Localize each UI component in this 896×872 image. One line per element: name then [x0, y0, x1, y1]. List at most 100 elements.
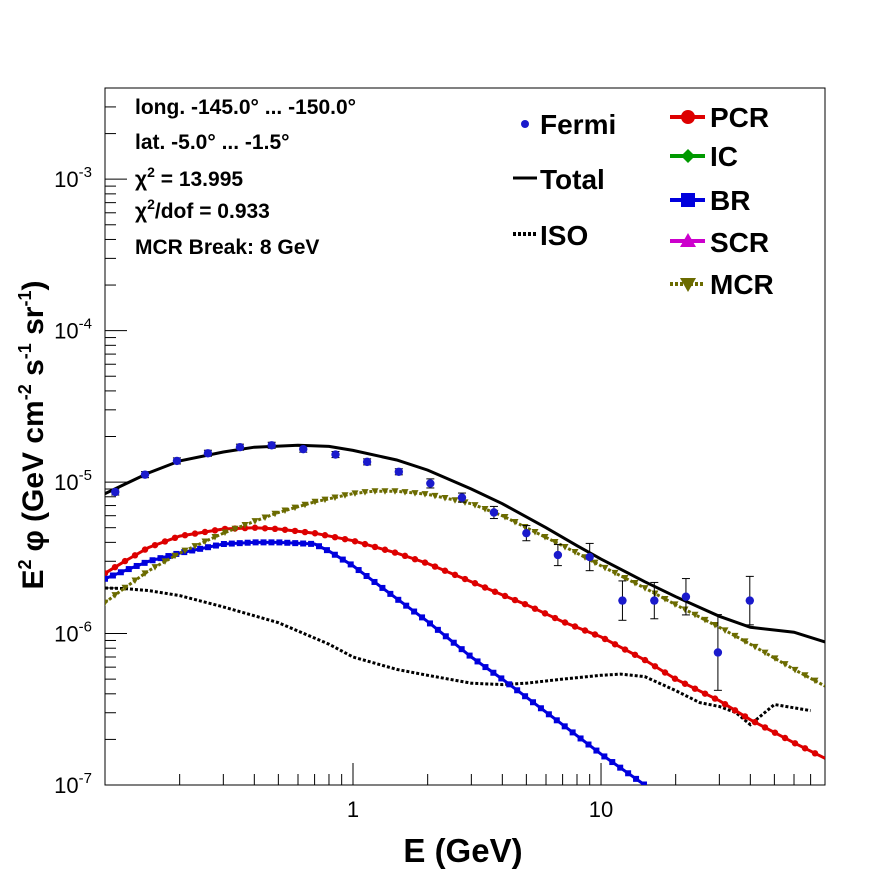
series-br-marker	[561, 723, 568, 730]
series-br-marker	[355, 567, 362, 574]
series-pcr-marker	[491, 588, 499, 595]
x-axis-title: E (GeV)	[403, 832, 522, 869]
annotation-latitude: lat. -5.0° ... -1.5°	[135, 131, 290, 154]
series-mcr-marker	[551, 538, 559, 546]
series-pcr-marker	[471, 580, 479, 587]
series-mcr-marker	[611, 569, 619, 577]
series-br-marker	[633, 775, 640, 782]
series-pcr-marker	[531, 605, 539, 612]
fermi-point	[235, 442, 245, 452]
series-pcr-marker	[131, 552, 139, 559]
fermi-point	[681, 592, 691, 601]
series-br-marker	[371, 578, 378, 585]
legend-ic-label: IC	[710, 141, 738, 172]
series-pcr-marker	[141, 546, 149, 553]
series-mcr-marker	[171, 552, 179, 560]
series-mcr-marker	[691, 611, 699, 619]
series-br-marker	[450, 639, 457, 646]
series-pcr-marker	[281, 526, 289, 533]
series-pcr-marker	[781, 734, 789, 742]
series-mcr-marker	[761, 649, 769, 657]
fermi-point	[426, 479, 435, 488]
series-pcr-marker	[481, 584, 489, 591]
series-mcr-marker	[441, 495, 449, 502]
series-br-marker	[268, 539, 275, 546]
series-br-marker	[466, 652, 473, 659]
series-br-marker	[569, 729, 576, 736]
legend-mcr-marker	[680, 278, 696, 292]
series-mcr-marker	[641, 585, 649, 592]
series-pcr-marker	[661, 669, 669, 676]
series-pcr-marker	[791, 740, 799, 747]
series-pcr-marker	[301, 528, 309, 536]
series-br-marker	[292, 540, 299, 547]
series-br-marker	[403, 602, 410, 609]
series-br-marker	[316, 543, 323, 550]
fermi-point	[172, 456, 182, 466]
series-mcr-marker	[381, 488, 389, 495]
series-mcr-marker	[241, 521, 249, 529]
legend-total-label: Total	[540, 164, 605, 195]
series-br-marker	[640, 781, 647, 785]
series-mcr-marker	[401, 489, 409, 496]
series-pcr-marker	[691, 685, 699, 692]
series-mcr-marker	[351, 490, 359, 497]
series-br-marker	[157, 555, 164, 562]
series-mcr-marker	[711, 622, 719, 629]
svg-text:E2φ(GeV cm-2 s-1 sr-1): E2φ(GeV cm-2 s-1 sr-1)	[15, 281, 50, 590]
series-br-marker	[673, 805, 679, 811]
legend-iso-label: ISO	[540, 220, 588, 251]
series-br-marker	[308, 540, 315, 547]
series-br-marker	[205, 544, 212, 551]
series-mcr-marker	[771, 655, 779, 662]
chi-symbol: χ	[135, 168, 147, 191]
series-br-marker	[331, 551, 338, 558]
series-pcr-marker	[401, 552, 409, 560]
y-title-phi: φ	[17, 530, 50, 551]
series-br-marker	[411, 608, 418, 615]
annotation-longitude: long. -145.0° ... -150.0°	[135, 96, 356, 119]
series-pcr-marker	[701, 690, 709, 697]
series-br-marker	[537, 705, 544, 712]
y-tick-label: 10-4	[54, 316, 92, 344]
series-br-marker	[125, 566, 132, 573]
series-mcr-marker	[141, 570, 149, 577]
series-br-marker	[228, 540, 235, 547]
series-pcr-marker	[311, 530, 319, 537]
series-br-marker	[442, 633, 449, 640]
series-mcr-marker	[411, 490, 419, 497]
fermi-point	[299, 444, 308, 454]
series-br-marker	[260, 539, 267, 546]
series-mcr-marker	[531, 528, 539, 536]
x-tick-label: 1	[347, 797, 359, 822]
series-pcr-marker	[611, 641, 619, 648]
series-mcr-marker	[501, 514, 509, 521]
fermi-point	[585, 552, 594, 562]
series-mcr-marker	[661, 595, 669, 603]
series-mcr-marker	[681, 606, 689, 614]
series-mcr-marker	[151, 564, 159, 571]
y-title-units-open: (GeV cm	[17, 400, 50, 522]
series-mcr-marker	[301, 501, 309, 509]
series-br-marker	[347, 561, 354, 568]
series-pcr-marker	[751, 718, 759, 726]
series-br-marker	[220, 540, 227, 547]
annotation-chi2-dof: χ2/dof = 0.933	[135, 196, 270, 223]
legend-fermi-label: Fermi	[540, 109, 616, 140]
series-mcr-marker	[131, 577, 139, 585]
series-mcr-marker	[741, 638, 749, 645]
series-pcr-marker	[105, 570, 109, 577]
series-mcr-marker	[105, 599, 109, 607]
legend: Fermi Total ISO PCR IC BR SCR MCR	[513, 102, 774, 300]
series-layer	[105, 443, 825, 811]
series-br-marker	[133, 562, 140, 569]
series-mcr-marker	[451, 497, 459, 504]
series-pcr-marker	[291, 527, 299, 535]
series-pcr-marker	[341, 535, 349, 543]
series-pcr-marker	[251, 524, 259, 531]
legend-scr-label: SCR	[710, 227, 769, 258]
series-pcr-marker	[771, 729, 779, 736]
fermi-point	[457, 493, 467, 502]
legend-mcr-label: MCR	[710, 269, 774, 300]
